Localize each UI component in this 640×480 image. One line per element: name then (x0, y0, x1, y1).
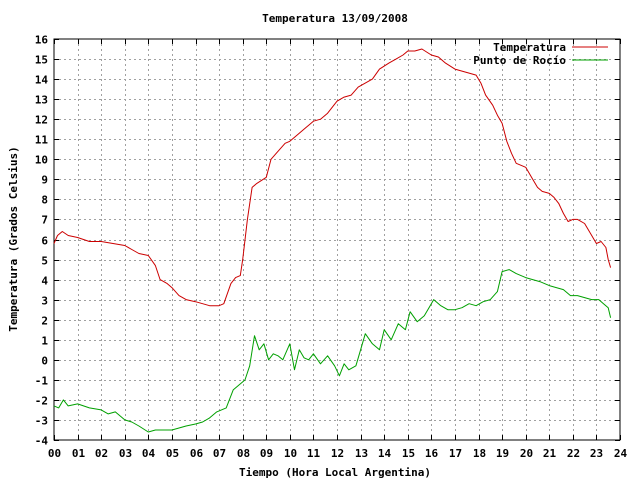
x-tick-label: 00 (48, 447, 61, 460)
x-tick-label: 10 (284, 447, 297, 460)
y-tick-label: -4 (35, 435, 49, 448)
legend-label-temperatura: Temperatura (493, 41, 566, 54)
x-tick-label: 12 (331, 447, 344, 460)
x-tick-label: 23 (590, 447, 603, 460)
y-tick-label: 13 (35, 94, 48, 107)
axis-ticks (54, 39, 621, 441)
series-line-temperatura (53, 48, 612, 307)
x-tick-label: 11 (307, 447, 321, 460)
x-tick-label: 24 (614, 447, 628, 460)
y-tick-label: 14 (35, 74, 49, 87)
y-tick-label: 15 (35, 54, 48, 67)
x-tick-label: 14 (378, 447, 392, 460)
x-tick-label: 06 (190, 447, 204, 460)
series-lines (53, 48, 612, 433)
chart-title: Temperatura 13/09/2008 (262, 12, 408, 25)
x-tick-label: 22 (567, 447, 580, 460)
y-tick-label: -1 (35, 375, 49, 388)
x-tick-label: 02 (95, 447, 108, 460)
x-tick-label: 13 (355, 447, 368, 460)
x-tick-labels: 00 01 02 03 04 05 06 07 08 09 10 11 12 13 14 15 16 17 18 19… (48, 447, 628, 460)
y-tick-label: -2 (35, 395, 48, 408)
y-tick-label: 11 (35, 134, 49, 147)
y-tick-label: 12 (35, 114, 48, 127)
legend-label-punto-de-rocio: Punto de Rocío (473, 54, 566, 67)
x-tick-label: 05 (166, 447, 179, 460)
x-tick-label: 20 (520, 447, 533, 460)
y-tick-label: 2 (41, 315, 48, 328)
y-tick-label: 4 (41, 275, 48, 288)
x-tick-label: 16 (425, 447, 439, 460)
x-tick-label: 07 (213, 447, 226, 460)
y-tick-label: 7 (41, 214, 48, 227)
series-line-punto-de-rocio (53, 269, 612, 433)
y-tick-label: 0 (41, 355, 48, 368)
y-axis-label: Temperatura (Grados Celsius) (7, 146, 20, 331)
x-axis-label: Tiempo (Hora Local Argentina) (239, 466, 431, 479)
x-tick-label: 04 (142, 447, 156, 460)
y-tick-label: -3 (35, 415, 48, 428)
x-tick-label: 09 (260, 447, 273, 460)
x-tick-label: 03 (119, 447, 132, 460)
x-tick-label: 18 (473, 447, 486, 460)
x-tick-label: 19 (496, 447, 509, 460)
x-tick-label: 21 (543, 447, 557, 460)
y-tick-label: 6 (41, 235, 48, 248)
y-tick-label: 5 (41, 255, 48, 268)
y-tick-label: 1 (41, 335, 48, 348)
grid (54, 39, 620, 440)
y-tick-label: 16 (35, 34, 49, 47)
y-tick-label: 10 (35, 154, 48, 167)
x-tick-label: 01 (72, 447, 86, 460)
x-tick-label: 17 (449, 447, 462, 460)
x-tick-label: 15 (402, 447, 415, 460)
y-tick-label: 8 (41, 194, 48, 207)
y-tick-label: 3 (41, 295, 48, 308)
x-tick-label: 08 (237, 447, 250, 460)
y-tick-label: 9 (41, 174, 48, 187)
